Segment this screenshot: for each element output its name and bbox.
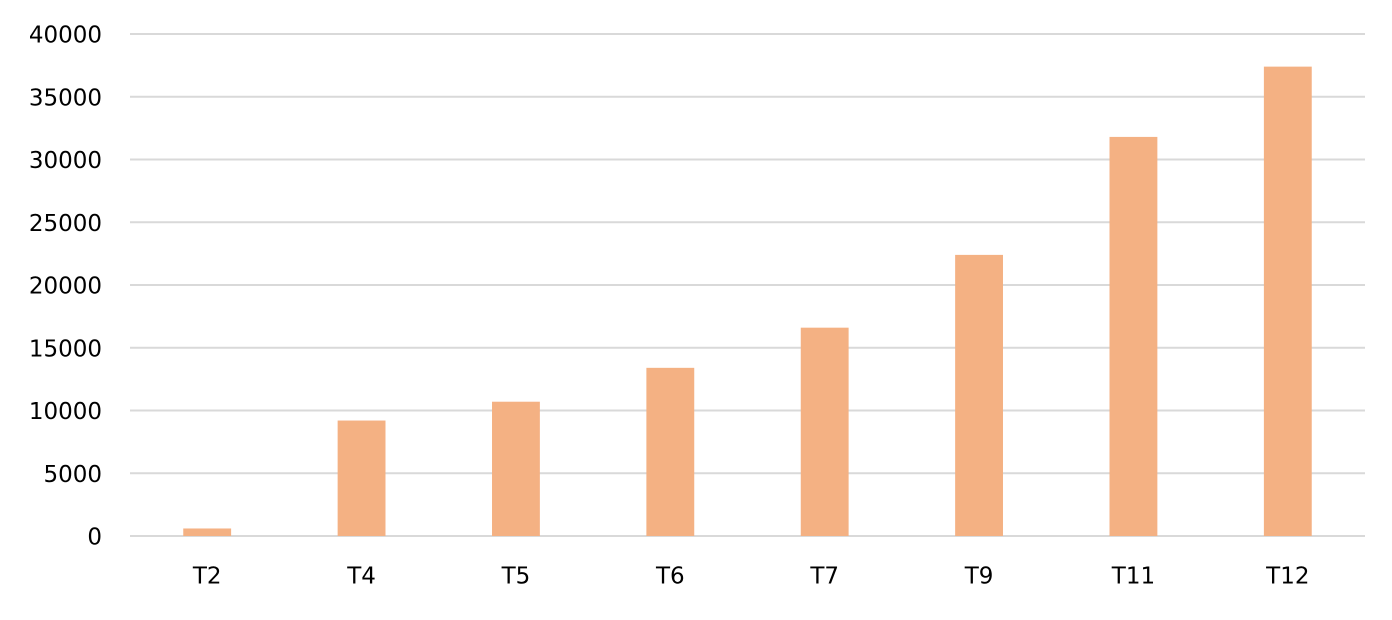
y-tick-label: 40000 bbox=[29, 23, 102, 49]
bar bbox=[1109, 136, 1158, 536]
x-tick-label: T5 bbox=[501, 564, 531, 590]
bar bbox=[1263, 66, 1312, 536]
x-tick-label: T6 bbox=[655, 564, 685, 590]
y-tick-label: 30000 bbox=[29, 148, 102, 174]
bar bbox=[183, 528, 232, 536]
y-tick-label: 20000 bbox=[29, 274, 102, 300]
y-tick-label: 35000 bbox=[29, 85, 102, 111]
bar bbox=[955, 254, 1003, 536]
x-tick-label: T7 bbox=[809, 564, 839, 590]
bar bbox=[492, 401, 540, 536]
bar bbox=[800, 327, 849, 536]
y-tick-label: 0 bbox=[87, 525, 102, 551]
y-tick-label: 5000 bbox=[43, 462, 102, 488]
bar bbox=[337, 420, 386, 536]
x-tick-label: T2 bbox=[192, 564, 222, 590]
y-tick-label: 15000 bbox=[29, 336, 102, 362]
y-tick-label: 25000 bbox=[29, 211, 102, 237]
x-tick-label: T12 bbox=[1265, 564, 1309, 590]
x-tick-label: T4 bbox=[346, 564, 376, 590]
bar bbox=[646, 367, 695, 536]
x-tick-label: T11 bbox=[1111, 564, 1155, 590]
x-tick-label: T9 bbox=[964, 564, 994, 590]
y-tick-label: 10000 bbox=[29, 399, 102, 425]
